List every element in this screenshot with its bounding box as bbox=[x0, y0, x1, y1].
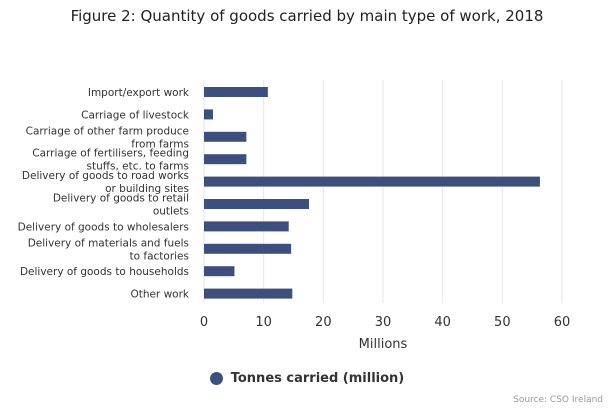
category-label: Delivery of goods to road works or buildi… bbox=[22, 170, 189, 195]
bar[interactable] bbox=[204, 87, 268, 97]
bar[interactable] bbox=[204, 266, 235, 277]
legend-marker bbox=[209, 372, 223, 385]
source-note: Source: CSO Ireland bbox=[513, 395, 603, 405]
x-tick-label: 20 bbox=[315, 315, 332, 330]
gridlines bbox=[203, 80, 563, 303]
bar[interactable] bbox=[204, 131, 247, 142]
x-tick-label: 10 bbox=[255, 315, 272, 330]
bars bbox=[204, 87, 540, 299]
bar[interactable] bbox=[204, 288, 293, 299]
category-label: Carriage of fertilisers, feeding stuffs, … bbox=[32, 148, 189, 173]
category-label: Other work bbox=[130, 289, 189, 301]
x-tick-label: 40 bbox=[434, 315, 451, 330]
x-tick-label: 50 bbox=[494, 315, 511, 330]
category-label: Delivery of materials and fuels to factor… bbox=[28, 237, 189, 262]
x-tick-label: 60 bbox=[554, 315, 571, 330]
legend-label: Tonnes carried (million) bbox=[230, 371, 405, 386]
x-tick-label: 0 bbox=[200, 315, 208, 330]
bar[interactable] bbox=[204, 199, 310, 209]
category-label: Delivery of goods to retail outlets bbox=[53, 193, 189, 218]
category-labels: Import/export work Carriage of livestock C… bbox=[18, 87, 190, 301]
category-label: Delivery of goods to wholesalers bbox=[18, 221, 189, 233]
bar[interactable] bbox=[204, 109, 213, 120]
bar[interactable] bbox=[204, 154, 247, 165]
category-label: Carriage of other farm produce from farms bbox=[26, 125, 189, 150]
chart-title: Figure 2: Quantity of goods carried by m… bbox=[70, 7, 544, 25]
legend[interactable]: Tonnes carried (million) bbox=[0, 371, 614, 386]
bar[interactable] bbox=[204, 221, 289, 232]
x-tick-label: 30 bbox=[375, 315, 392, 330]
x-axis-title: Millions bbox=[359, 337, 408, 352]
category-label: Carriage of livestock bbox=[81, 109, 190, 121]
category-label: Import/export work bbox=[88, 87, 190, 99]
x-tick-labels: 0 10 20 30 40 50 60 bbox=[200, 315, 570, 330]
bar[interactable] bbox=[204, 176, 540, 187]
bar[interactable] bbox=[204, 243, 292, 254]
category-label: Delivery of goods to households bbox=[20, 266, 189, 278]
